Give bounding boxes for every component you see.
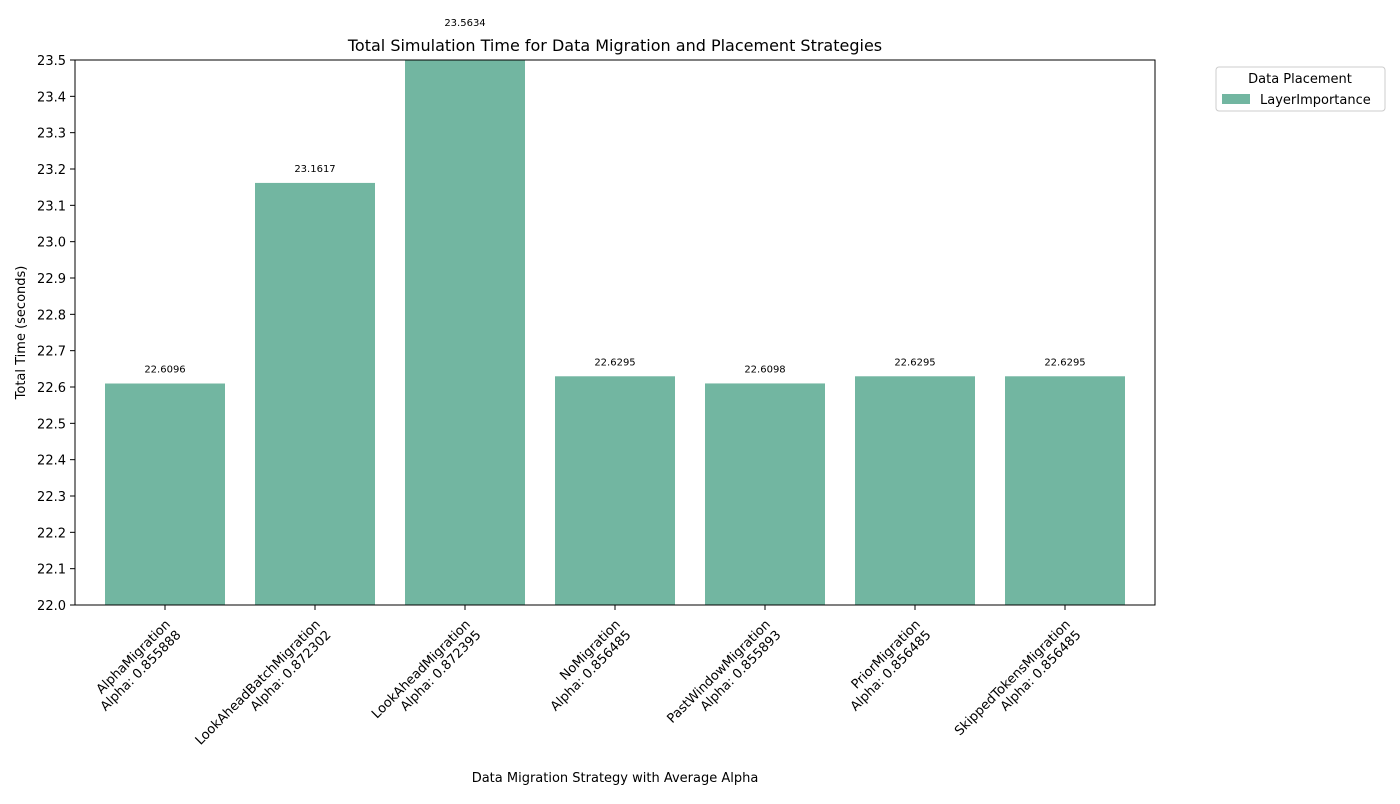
y-tick-label: 22.0: [37, 599, 66, 614]
value-label-alphamigration: 22.6096: [144, 365, 185, 376]
x-axis-label: Data Migration Strategy with Average Alp…: [472, 771, 759, 786]
y-axis: 22.0 22.1 22.2 22.3 22.4 22.5 22.6 22.7 22.8 22.9…: [37, 54, 75, 614]
value-label-skippedtokensmigration: 22.6295: [1044, 357, 1085, 368]
x-tick-label-lookaheadbatchmigration: LookAheadBatchMigrationAlpha: 0.872302: [193, 617, 335, 759]
x-tick-label-alphamigration: AlphaMigrationAlpha: 0.855888: [87, 617, 184, 714]
y-tick-label: 23.5: [37, 54, 66, 69]
legend: Data Placement LayerImportance: [1215, 66, 1386, 112]
bar-priormigration: [855, 376, 975, 605]
y-tick-label: 23.2: [37, 163, 66, 178]
value-label-lookaheadmigration: 23.5634: [444, 18, 485, 29]
legend-label-layerimportance: LayerImportance: [1260, 93, 1371, 108]
bar-lookaheadbatchmigration: [255, 182, 375, 606]
y-tick-label: 22.3: [37, 490, 66, 505]
y-tick-label: 22.1: [37, 563, 66, 578]
y-tick-label: 23.1: [37, 199, 66, 214]
y-tick-label: 23.3: [37, 127, 66, 142]
legend-title: Data Placement: [1248, 72, 1352, 87]
bar-lookaheadmigration: [405, 60, 525, 605]
y-axis-label: Total Time (seconds): [14, 266, 29, 401]
bar-skippedtokensmigration: [1005, 376, 1125, 605]
y-tick-label: 23.4: [37, 90, 66, 105]
y-tick-label: 22.7: [37, 345, 66, 360]
value-label-priormigration: 22.6295: [894, 357, 935, 368]
chart-title: Total Simulation Time for Data Migration…: [347, 36, 882, 55]
y-tick-label: 22.9: [37, 272, 66, 287]
y-tick-label: 23.0: [37, 236, 66, 251]
value-label-pastwindowmigration: 22.6098: [744, 364, 785, 375]
y-tick-label: 22.4: [37, 454, 66, 469]
x-tick-label-skippedtokensmigration: SkippedTokensMigrationAlpha: 0.856485: [952, 617, 1084, 749]
y-tick-label: 22.6: [37, 381, 66, 396]
value-label-lookaheadbatchmigration: 23.1617: [294, 164, 335, 175]
x-tick-label-pastwindowmigration: PastWindowMigrationAlpha: 0.855893: [664, 617, 784, 737]
y-tick-label: 22.8: [37, 308, 66, 323]
x-tick-label-priormigration: PriorMigrationAlpha: 0.856485: [837, 617, 934, 714]
y-tick-label: 22.5: [37, 417, 66, 432]
legend-frame: [1215, 66, 1386, 112]
bars-group: [105, 60, 1125, 606]
bar-nomigration: [555, 376, 675, 605]
legend-swatch-layerimportance: [1222, 94, 1250, 104]
bar-alphamigration: [105, 383, 225, 605]
y-tick-label: 22.2: [37, 526, 66, 541]
value-label-nomigration: 22.6295: [594, 357, 635, 368]
x-tick-label-nomigration: NoMigrationAlpha: 0.856485: [537, 617, 634, 714]
x-tick-label-lookaheadmigration: LookAheadMigrationAlpha: 0.872395: [369, 617, 484, 732]
bar-pastwindowmigration: [705, 383, 825, 605]
value-labels-group: 22.6096 23.1617 23.5634 22.6295 22.6098 22.62…: [144, 18, 1085, 376]
x-axis: AlphaMigrationAlpha: 0.855888 LookAheadBa…: [87, 605, 1084, 759]
